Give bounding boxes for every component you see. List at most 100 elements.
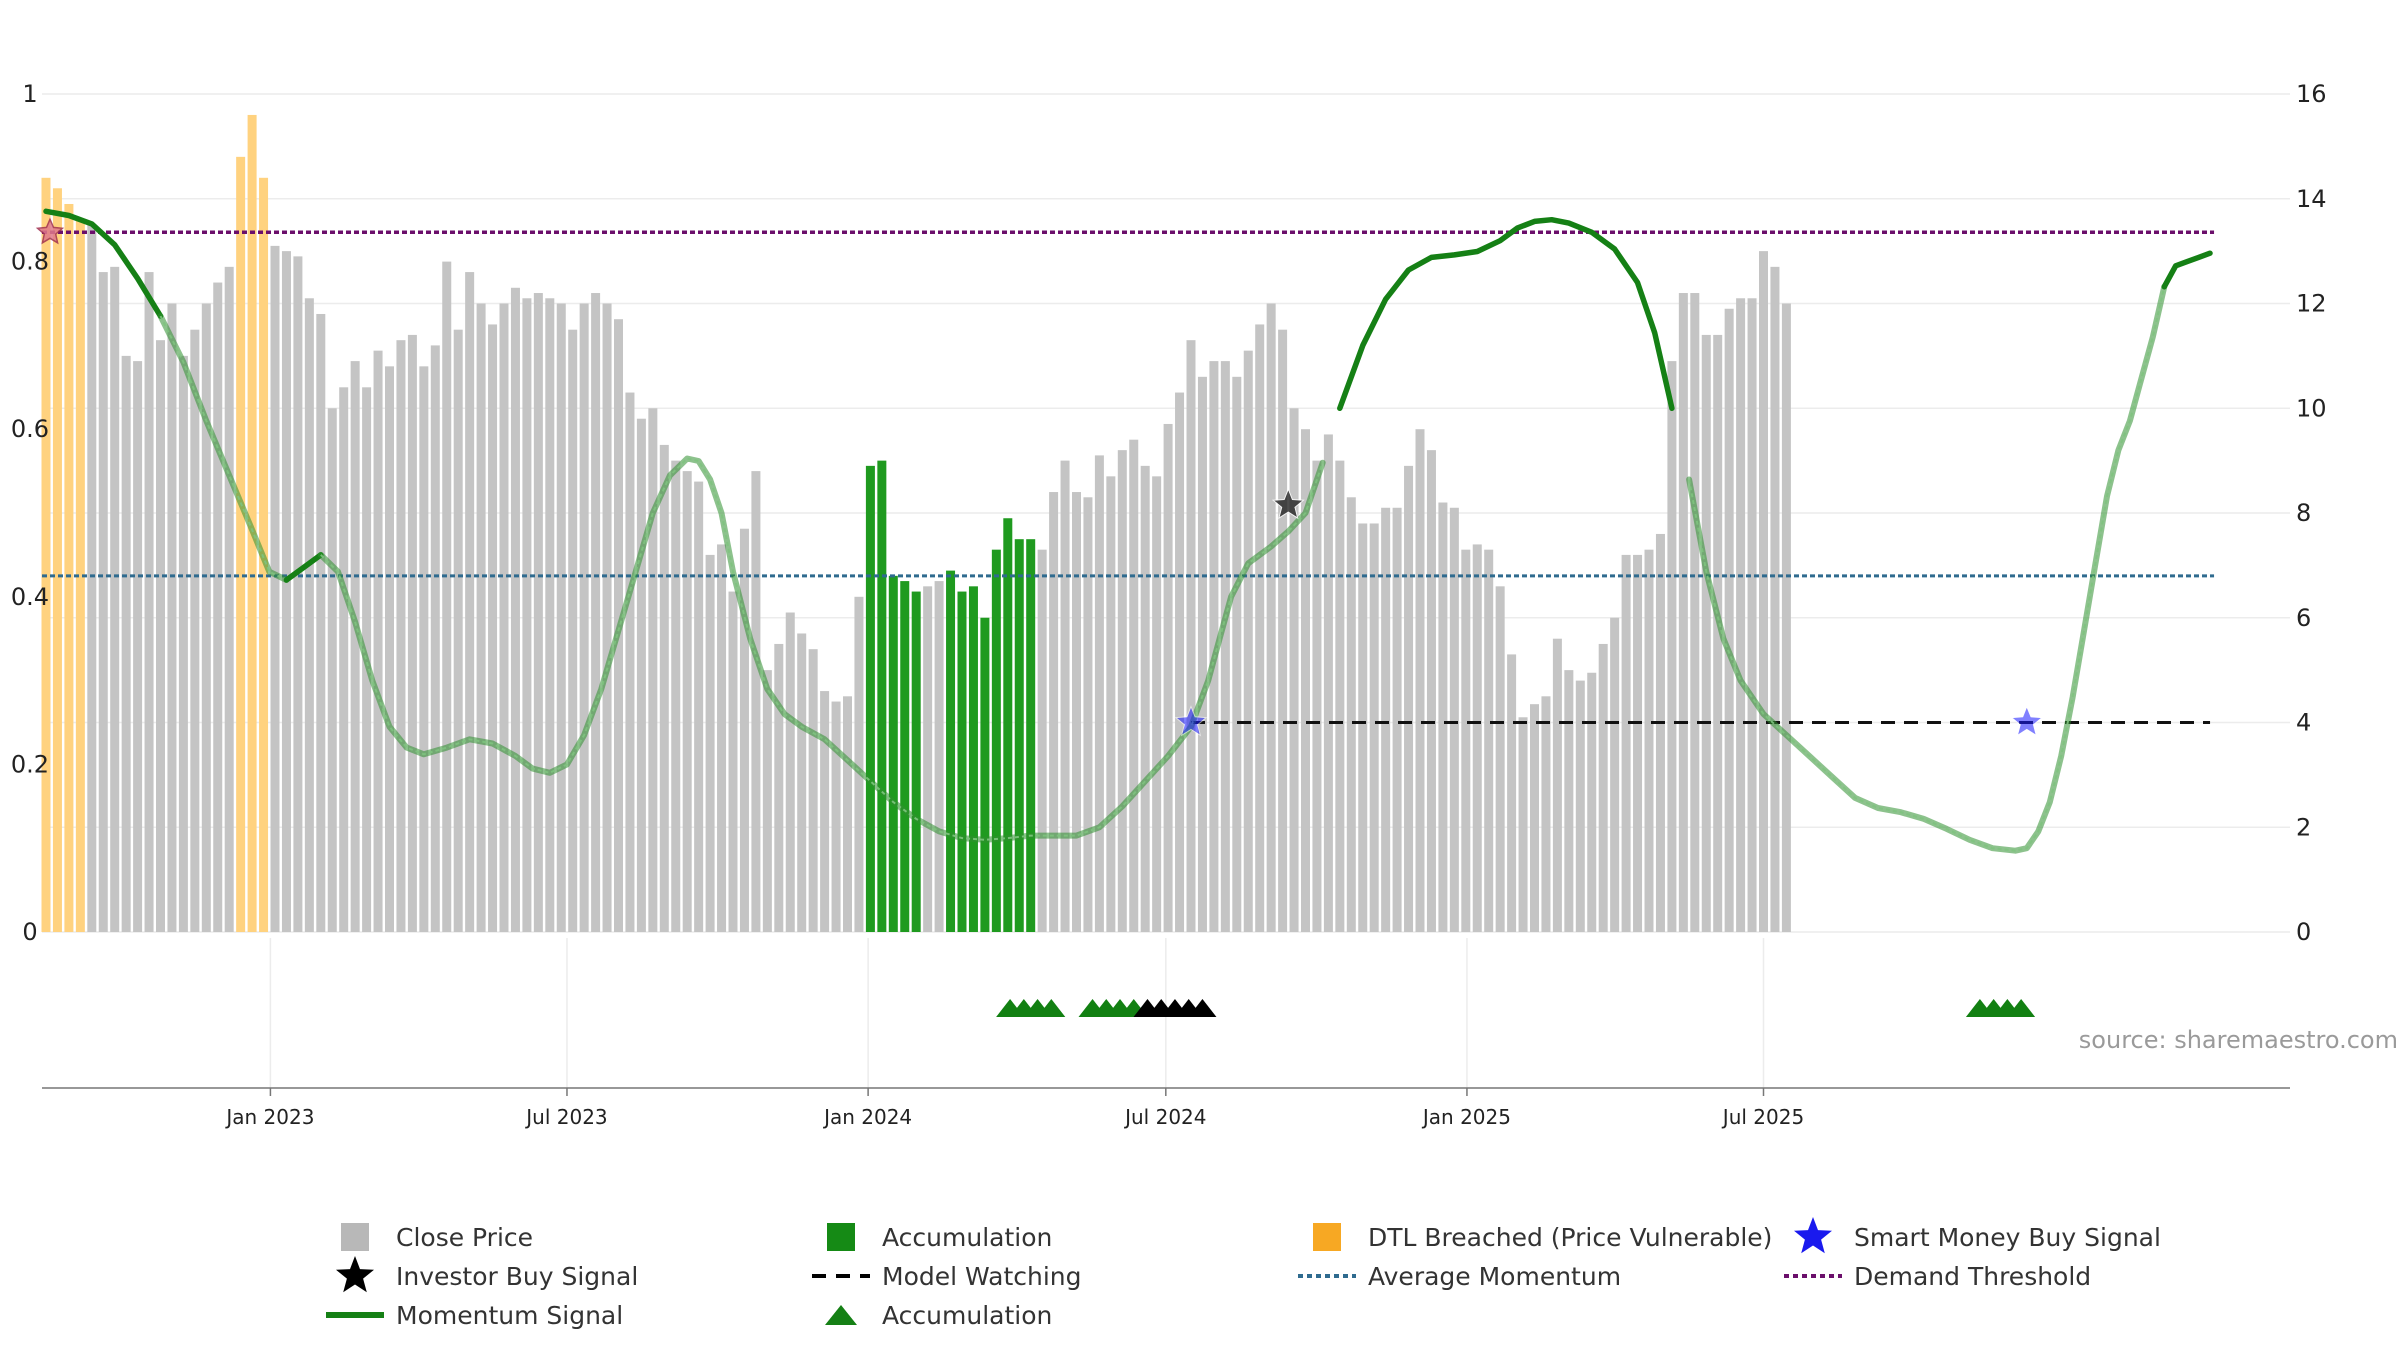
price-bar [602, 303, 612, 932]
price-bar [224, 266, 234, 932]
price-bar [213, 282, 223, 932]
price-bar [671, 460, 681, 932]
legend-label: Accumulation [882, 1223, 1052, 1252]
legend-swatch-square [827, 1223, 855, 1251]
price-bar [133, 361, 143, 932]
legend: Close Price Accumulation DTL Breached (Pri… [326, 1217, 2161, 1330]
price-bar [1129, 439, 1139, 932]
legend-swatch-square [1313, 1223, 1341, 1251]
price-bar [831, 701, 841, 932]
x-axis-tick-label: Jan 2025 [1421, 1105, 1511, 1129]
legend-entry: Accumulation [827, 1223, 1052, 1252]
price-bar [442, 261, 452, 933]
legend-swatch-star [1794, 1217, 1832, 1254]
price-bar [339, 387, 349, 932]
price-bar [1770, 266, 1780, 932]
legend-entry: Investor Buy Signal [336, 1256, 638, 1293]
legend-label: Momentum Signal [396, 1301, 623, 1330]
price-bar [659, 444, 669, 932]
price-bar [900, 581, 910, 932]
price-bar [281, 251, 291, 932]
price-bar [1392, 507, 1402, 932]
signal-markers [35, 217, 2044, 1017]
price-bar [774, 643, 784, 932]
right-axis-tick-label: 0 [2296, 918, 2311, 946]
price-bar [797, 633, 807, 932]
right-axis-tick-label: 6 [2296, 604, 2311, 632]
price-bar [694, 481, 704, 932]
price-bar [476, 303, 486, 932]
reference-lines [42, 230, 2215, 724]
momentum-signal-segment [283, 552, 324, 583]
price-bar [522, 298, 532, 932]
price-bar [350, 361, 360, 932]
price-bar [385, 366, 394, 933]
legend-swatch-square [341, 1223, 369, 1251]
legend-entry: Accumulation [825, 1301, 1052, 1330]
right-axis-tick-label: 2 [2296, 813, 2311, 841]
price-bar [1644, 549, 1654, 932]
price-bar [1575, 680, 1585, 932]
price-bar [1690, 293, 1700, 932]
price-bar [488, 324, 498, 932]
price-bar [957, 591, 967, 932]
price-bar [888, 575, 898, 932]
price-bar [52, 188, 62, 932]
price-bar [1152, 476, 1162, 932]
price-bar [1278, 329, 1288, 932]
price-bar [579, 303, 589, 932]
price-bar [190, 329, 200, 932]
price-bar [545, 298, 555, 932]
price-bar [407, 334, 417, 932]
legend-swatch-triangle [825, 1305, 857, 1325]
price-bar [1209, 361, 1219, 932]
price-bar [785, 612, 795, 932]
price-bar [968, 586, 978, 932]
source-credit: source: sharemaestro.com [2079, 1026, 2398, 1054]
price-bar [946, 570, 956, 932]
price-bar [1438, 502, 1448, 932]
price-bar [1781, 303, 1791, 932]
momentum-signal-line [43, 208, 2213, 854]
price-bars [41, 114, 1791, 933]
price-bar [591, 293, 601, 932]
price-bar [717, 544, 727, 932]
price-bar [991, 549, 1001, 932]
price-bar [75, 219, 85, 932]
price-bar [293, 256, 303, 932]
price-bar [1621, 554, 1631, 932]
x-axis-tick-label: Jul 2023 [524, 1105, 607, 1129]
legend-label: Investor Buy Signal [396, 1262, 638, 1291]
price-bar [1175, 392, 1185, 933]
price-bar [1266, 303, 1276, 932]
price-bar [87, 224, 97, 932]
right-axis-tick-label: 10 [2296, 394, 2327, 422]
left-axis-tick-label: 0.2 [11, 750, 49, 778]
price-bar [1610, 617, 1620, 932]
momentum-signal-segment [43, 208, 164, 319]
price-bar [465, 272, 475, 932]
price-bar [1140, 465, 1150, 932]
legend-entry: Average Momentum [1298, 1262, 1621, 1291]
price-bar [648, 408, 658, 932]
price-bar [167, 303, 177, 932]
price-bar [1461, 549, 1471, 932]
x-axis-tick-label: Jul 2024 [1123, 1105, 1206, 1129]
price-bar [499, 303, 509, 932]
price-bar [1404, 465, 1414, 932]
price-bar [236, 156, 246, 933]
legend-label: Demand Threshold [1854, 1262, 2091, 1291]
price-bar [98, 272, 108, 932]
price-bar [1655, 533, 1665, 932]
price-bar [865, 465, 875, 932]
price-bar [121, 355, 131, 932]
price-bar [1633, 554, 1643, 932]
legend-label: Model Watching [882, 1262, 1082, 1291]
right-axis-tick-label: 8 [2296, 499, 2311, 527]
price-bar [682, 471, 692, 932]
smart-money-buy-signal-star [1174, 705, 1208, 737]
price-bar [1701, 334, 1711, 932]
price-bar [625, 392, 635, 933]
price-bar [453, 329, 463, 932]
